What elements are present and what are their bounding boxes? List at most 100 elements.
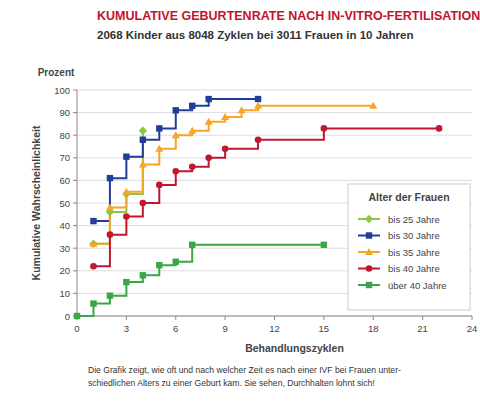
grid-line xyxy=(77,135,472,136)
x-axis xyxy=(77,316,472,317)
point xyxy=(188,127,196,134)
y-tick-label: 30 xyxy=(59,243,70,254)
x-tick xyxy=(373,316,374,320)
point xyxy=(123,153,129,159)
point xyxy=(140,137,146,143)
x-tick-label: 6 xyxy=(173,323,178,334)
y-tick xyxy=(73,135,77,136)
point xyxy=(238,106,246,113)
x-tick xyxy=(175,316,176,320)
point xyxy=(156,182,163,189)
x-tick xyxy=(225,316,226,320)
y-tick xyxy=(73,180,77,181)
legend-label: bis 40 Jahre xyxy=(388,263,440,274)
y-tick-label: 10 xyxy=(59,288,70,299)
point xyxy=(321,125,328,132)
point xyxy=(107,175,113,181)
point xyxy=(205,96,211,102)
y-tick xyxy=(73,112,77,113)
legend-marker xyxy=(365,215,373,223)
point xyxy=(107,231,114,238)
y-axis xyxy=(77,90,78,316)
caption: Die Grafik zeigt, wie oft und nach welch… xyxy=(88,365,401,375)
legend-label: bis 25 Jahre xyxy=(388,214,440,225)
legend-marker xyxy=(366,282,372,288)
y-tick-label: 100 xyxy=(54,85,70,96)
y-tick xyxy=(73,203,77,204)
point xyxy=(173,107,179,113)
y-tick-label: 60 xyxy=(59,175,70,186)
legend-marker xyxy=(365,248,373,255)
point xyxy=(172,168,179,175)
grid-line xyxy=(77,112,472,113)
y-tick-label: 40 xyxy=(59,220,70,231)
x-tick-label: 12 xyxy=(269,323,280,334)
grid-line xyxy=(77,316,472,317)
legend-label: bis 30 Jahre xyxy=(388,230,440,241)
legend-title: Alter der Frauen xyxy=(368,191,449,203)
point xyxy=(173,259,179,265)
x-axis-label: Behandlungszyklen xyxy=(245,342,344,354)
point xyxy=(74,313,80,319)
y-tick xyxy=(73,90,77,91)
point xyxy=(221,113,229,120)
y-tick xyxy=(73,270,77,271)
x-tick xyxy=(472,316,473,320)
point xyxy=(123,213,130,220)
y-tick-label: 0 xyxy=(65,311,70,322)
point xyxy=(369,102,377,109)
legend-marker xyxy=(366,265,373,272)
x-tick-label: 0 xyxy=(74,323,79,334)
series-line xyxy=(93,131,142,244)
x-tick xyxy=(422,316,423,320)
legend-label: bis 35 Jahre xyxy=(388,247,440,258)
legend-box xyxy=(348,184,470,310)
x-tick-label: 3 xyxy=(124,323,129,334)
point xyxy=(139,126,147,134)
point xyxy=(436,125,443,132)
y-unit-label: Prozent xyxy=(38,67,75,78)
y-tick-label: 50 xyxy=(59,198,70,209)
point xyxy=(89,240,97,247)
point xyxy=(321,242,327,248)
point xyxy=(156,125,162,131)
point xyxy=(90,300,96,306)
y-axis-label: Kumulative Wahrscheinlichkeit xyxy=(30,125,42,280)
y-tick xyxy=(73,157,77,158)
x-tick-label: 18 xyxy=(368,323,379,334)
point xyxy=(140,272,146,278)
point xyxy=(89,239,97,247)
chart: KUMULATIVE GEBURTENRATE NACH IN-VITRO-FE… xyxy=(0,0,480,405)
x-tick xyxy=(274,316,275,320)
point xyxy=(90,263,97,270)
y-tick-label: 70 xyxy=(59,152,70,163)
x-tick-label: 9 xyxy=(222,323,227,334)
grid-line xyxy=(77,180,472,181)
series-line xyxy=(93,106,373,244)
point xyxy=(107,292,113,298)
legend-label: über 40 Jahre xyxy=(388,280,447,291)
x-tick-label: 24 xyxy=(467,323,478,334)
x-tick xyxy=(323,316,324,320)
title: KUMULATIVE GEBURTENRATE NACH IN-VITRO-FE… xyxy=(97,9,480,23)
y-tick-label: 20 xyxy=(59,265,70,276)
y-tick xyxy=(73,248,77,249)
point xyxy=(122,188,130,195)
point xyxy=(222,145,229,152)
x-tick-label: 21 xyxy=(417,323,428,334)
point xyxy=(255,136,262,143)
grid-line xyxy=(77,90,472,91)
point xyxy=(205,118,213,125)
point xyxy=(189,242,195,248)
point xyxy=(156,262,162,268)
x-tick xyxy=(126,316,127,320)
legend-marker xyxy=(366,232,372,238)
y-tick xyxy=(73,225,77,226)
point xyxy=(254,102,262,109)
x-tick-label: 15 xyxy=(319,323,330,334)
point xyxy=(140,200,147,207)
point xyxy=(139,161,147,168)
point xyxy=(172,131,180,138)
point xyxy=(106,204,114,211)
y-tick-label: 90 xyxy=(59,107,70,118)
